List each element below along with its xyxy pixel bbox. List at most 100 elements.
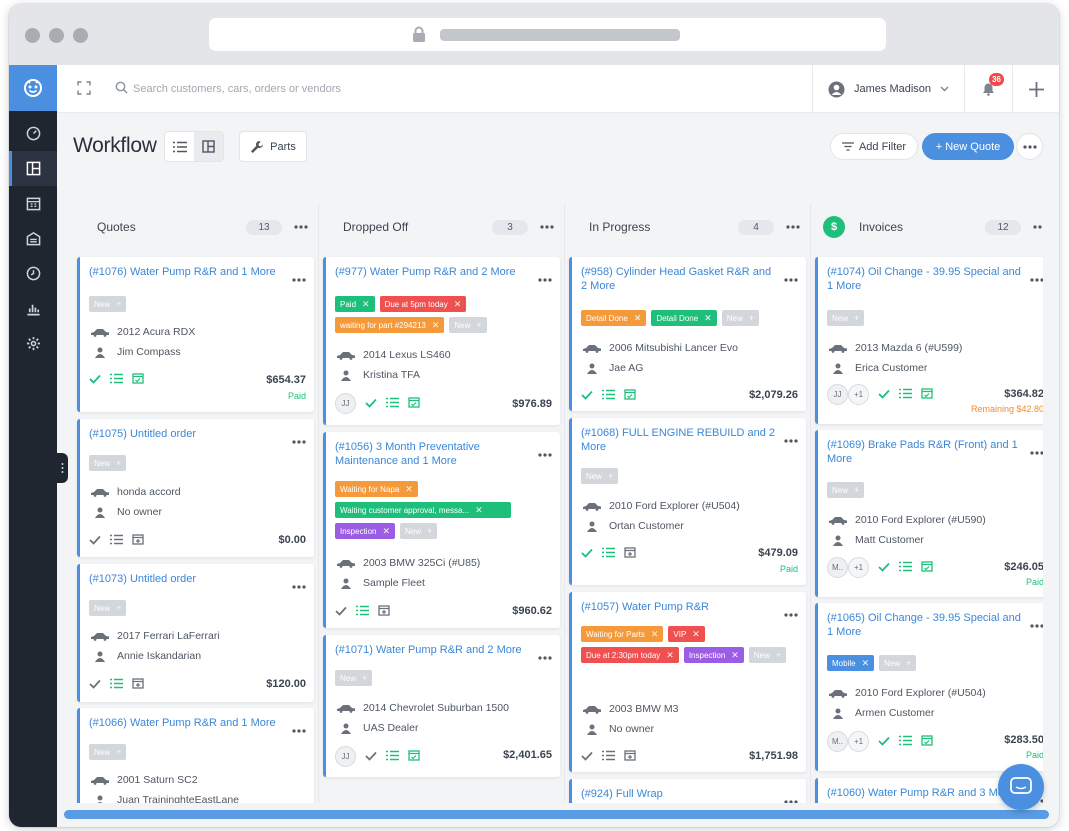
card-menu-icon[interactable] — [784, 269, 798, 287]
new-tag[interactable]: New + — [827, 310, 865, 326]
new-tag[interactable]: New + — [335, 670, 373, 686]
new-tag[interactable]: New + — [581, 468, 619, 484]
new-tag[interactable]: New + — [89, 600, 127, 616]
avatar[interactable]: JJ — [335, 746, 356, 767]
add-filter-button[interactable]: Add Filter — [830, 133, 918, 160]
card-title[interactable]: (#1060) Water Pump R&R and 3 More — [827, 787, 1014, 799]
new-tag[interactable]: New + — [748, 647, 787, 663]
tag[interactable]: waiting for part #294213 ✕ — [335, 317, 445, 333]
calendar-add-icon[interactable] — [132, 532, 144, 550]
calendar-add-icon[interactable] — [624, 748, 636, 766]
order-card[interactable]: (#1056) 3 Month Preventative Maintenance… — [323, 432, 560, 628]
calendar-add-icon[interactable] — [378, 603, 390, 621]
check-icon[interactable] — [581, 545, 593, 563]
order-card[interactable]: (#1073) Untitled order New + 2017 Ferrari… — [77, 564, 314, 702]
tag[interactable]: Detail Done ✕ — [651, 310, 717, 326]
order-card[interactable]: (#1075) Untitled order New + honda accord… — [77, 419, 314, 557]
address-bar[interactable] — [209, 18, 886, 51]
order-card[interactable]: (#1074) Oil Change - 39.95 Special and 1… — [815, 257, 1043, 424]
column-menu-icon[interactable] — [786, 218, 800, 232]
check-icon[interactable] — [335, 603, 347, 621]
new-tag[interactable]: New + — [89, 296, 127, 312]
fullscreen-icon[interactable] — [77, 81, 91, 100]
card-menu-icon[interactable] — [292, 431, 306, 449]
tag[interactable]: Waiting for Napa ✕ — [335, 481, 418, 497]
order-card[interactable]: (#1076) Water Pump R&R and 1 More New + 2… — [77, 257, 314, 412]
checklist-icon[interactable] — [356, 603, 369, 621]
tag[interactable]: Due at 2:30pm today ✕ — [581, 647, 679, 663]
check-icon[interactable] — [878, 733, 890, 751]
new-tag[interactable]: New + — [721, 310, 759, 326]
card-menu-icon[interactable] — [292, 269, 306, 287]
card-menu-icon[interactable] — [784, 791, 798, 803]
list-view-button[interactable] — [165, 132, 194, 161]
checklist-icon[interactable] — [899, 386, 912, 404]
checklist-icon[interactable] — [110, 532, 123, 550]
checklist-icon[interactable] — [602, 545, 615, 563]
window-maximize-dot[interactable] — [73, 28, 88, 43]
checklist-icon[interactable] — [602, 748, 615, 766]
card-title[interactable]: (#924) Full Wrap — [581, 788, 663, 800]
card-title[interactable]: (#958) Cylinder Head Gasket R&R and 2 Mo… — [581, 266, 772, 292]
tag[interactable]: Waiting customer approval, messa... ✕ — [335, 502, 511, 518]
calendar-check-icon[interactable] — [132, 371, 144, 389]
card-title[interactable]: (#1065) Oil Change - 39.95 Special and 1… — [827, 612, 1021, 638]
card-menu-icon[interactable] — [1030, 442, 1043, 460]
check-icon[interactable] — [89, 371, 101, 389]
order-card[interactable]: (#958) Cylinder Head Gasket R&R and 2 Mo… — [569, 257, 806, 411]
checklist-icon[interactable] — [386, 748, 399, 766]
calendar-check-icon[interactable] — [408, 748, 420, 766]
new-tag[interactable]: New + — [89, 744, 127, 760]
card-title[interactable]: (#1068) FULL ENGINE REBUILD and 2 More — [581, 427, 776, 453]
card-menu-icon[interactable] — [784, 604, 798, 622]
card-title[interactable]: (#1075) Untitled order — [89, 428, 197, 440]
order-card[interactable]: (#977) Water Pump R&R and 2 More Paid ✕ D… — [323, 257, 560, 425]
tag[interactable]: Due at 5pm today ✕ — [379, 296, 467, 312]
check-icon[interactable] — [89, 532, 101, 550]
more-options-button[interactable] — [1016, 133, 1043, 160]
new-tag[interactable]: New + — [449, 317, 487, 333]
chat-button[interactable] — [998, 764, 1044, 810]
calendar-check-icon[interactable] — [408, 395, 420, 413]
new-tag[interactable]: New + — [400, 523, 438, 539]
checklist-icon[interactable] — [602, 387, 615, 405]
order-card[interactable]: (#1065) Oil Change - 39.95 Special and 1… — [815, 603, 1043, 771]
order-card[interactable]: (#1069) Brake Pads R&R (Front) and 1 Mor… — [815, 430, 1043, 597]
sidebar-item-clock[interactable] — [9, 256, 57, 291]
new-tag[interactable]: New + — [879, 655, 917, 671]
checklist-icon[interactable] — [110, 676, 123, 694]
app-logo[interactable] — [9, 65, 57, 111]
card-title[interactable]: (#977) Water Pump R&R and 2 More — [335, 266, 516, 278]
checklist-icon[interactable] — [386, 395, 399, 413]
tag[interactable]: VIP ✕ — [668, 626, 705, 642]
card-menu-icon[interactable] — [292, 720, 306, 738]
calendar-add-icon[interactable] — [624, 545, 636, 563]
card-menu-icon[interactable] — [538, 444, 552, 462]
card-menu-icon[interactable] — [1030, 615, 1043, 633]
sidebar-item-reports[interactable] — [9, 291, 57, 326]
tag[interactable]: Mobile ✕ — [827, 655, 875, 671]
column-menu-icon[interactable] — [1033, 218, 1043, 232]
card-title[interactable]: (#1073) Untitled order — [89, 573, 197, 585]
card-menu-icon[interactable] — [292, 576, 306, 594]
check-icon[interactable] — [878, 386, 890, 404]
order-card[interactable]: (#1057) Water Pump R&R Waiting for Parts… — [569, 592, 806, 772]
card-title[interactable]: (#1057) Water Pump R&R — [581, 601, 709, 613]
calendar-check-icon[interactable] — [921, 559, 933, 577]
new-tag[interactable]: New + — [89, 455, 127, 471]
avatar[interactable]: M.. — [827, 731, 848, 752]
card-title[interactable]: (#1074) Oil Change - 39.95 Special and 1… — [827, 266, 1021, 292]
checklist-icon[interactable] — [899, 559, 912, 577]
check-icon[interactable] — [581, 387, 593, 405]
card-title[interactable]: (#1069) Brake Pads R&R (Front) and 1 Mor… — [827, 439, 1018, 465]
sidebar-item-dashboard[interactable] — [9, 116, 57, 151]
horizontal-scrollbar[interactable] — [64, 810, 1049, 819]
parts-button[interactable]: Parts — [239, 131, 307, 162]
avatar[interactable]: JJ — [827, 384, 848, 405]
avatar[interactable]: JJ — [335, 393, 356, 414]
card-title[interactable]: (#1076) Water Pump R&R and 1 More — [89, 266, 276, 278]
card-title[interactable]: (#1071) Water Pump R&R and 2 More — [335, 644, 522, 656]
new-tag[interactable]: New + — [827, 482, 865, 498]
calendar-check-icon[interactable] — [921, 386, 933, 404]
tag[interactable]: Paid ✕ — [335, 296, 375, 312]
